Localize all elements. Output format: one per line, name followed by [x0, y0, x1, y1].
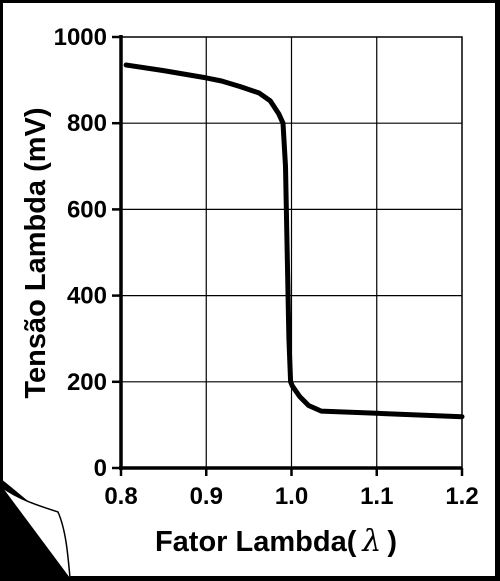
- x-axis-title-close: ): [387, 526, 397, 558]
- y-axis-title: Tensão Lambda (mV): [20, 107, 52, 398]
- x-tick-label: 1.2: [445, 483, 478, 510]
- page-border-right: [495, 0, 500, 581]
- x-tick-label: 1.1: [360, 483, 393, 510]
- plot-area: 0 200 400 600 800 1000 0.8 0.9 1.0 1.1 1.2: [54, 24, 479, 510]
- page-border-bottom: [68, 576, 500, 581]
- series-line: [123, 62, 465, 420]
- page-border-left: [0, 0, 3, 490]
- y-tick-label: 200: [67, 369, 107, 396]
- x-tick-label: 0.8: [104, 483, 137, 510]
- x-axis-title: Fator Lambda(λ): [155, 524, 397, 559]
- y-tick-label: 0: [94, 455, 107, 482]
- y-tick-label: 600: [67, 196, 107, 223]
- y-tick-label: 1000: [54, 24, 107, 51]
- lambda-symbol: λ: [361, 524, 381, 559]
- page-border-top: [0, 0, 500, 3]
- page-curl-fold: [2, 487, 71, 579]
- x-tick-label: 0.9: [190, 483, 223, 510]
- y-tick-label: 800: [67, 110, 107, 137]
- y-tick-label: 400: [67, 283, 107, 310]
- x-tick-label: 1.0: [275, 483, 308, 510]
- x-axis-title-text: Fator Lambda(: [155, 526, 357, 558]
